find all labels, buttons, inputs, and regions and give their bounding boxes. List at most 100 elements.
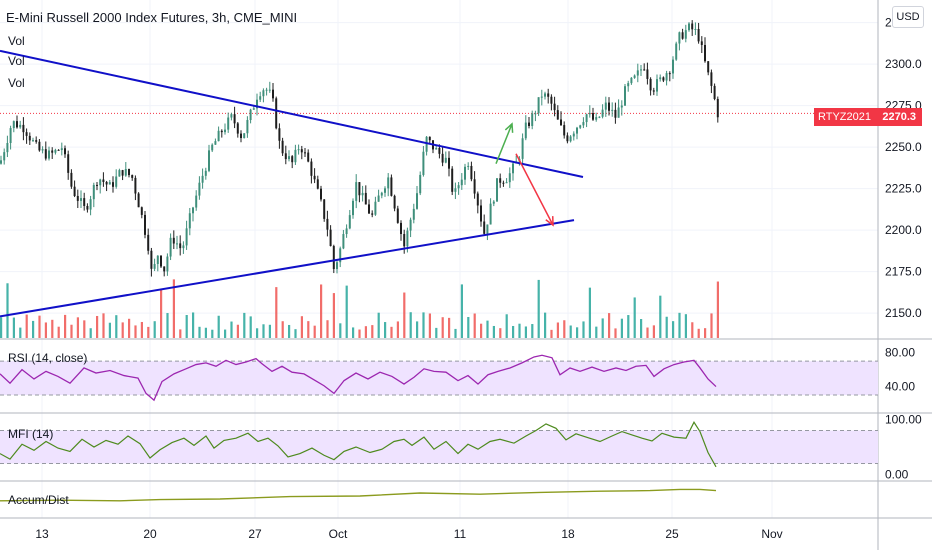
candle-body <box>144 214 146 235</box>
volume-bar <box>25 314 28 338</box>
volume-bar <box>697 328 700 338</box>
candle-body <box>416 193 418 209</box>
volume-bar <box>505 314 508 338</box>
candle-body <box>256 99 258 109</box>
volume-bar <box>179 329 182 338</box>
volume-bar <box>454 328 457 338</box>
candle-body <box>92 184 95 200</box>
candle-body <box>604 102 607 110</box>
volume-bar <box>0 317 3 338</box>
volume-bar <box>704 328 707 338</box>
mfi-pane-label[interactable]: MFI (14) <box>8 427 54 441</box>
candle-body <box>457 185 460 189</box>
candle-body <box>214 141 217 145</box>
candle-body <box>496 178 498 202</box>
time-tick-label: 25 <box>665 527 679 541</box>
volume-bar <box>19 327 22 338</box>
currency-button[interactable]: USD <box>892 6 924 28</box>
candle-body <box>640 69 642 71</box>
candle-body <box>76 195 79 201</box>
candle-body <box>246 119 249 134</box>
rsi-pane-label[interactable]: RSI (14, close) <box>8 351 88 365</box>
candle-body <box>537 97 540 114</box>
price-candles <box>0 20 719 277</box>
volume-bar <box>377 312 380 338</box>
accum-dist-pane-label[interactable]: Accum/Dist <box>8 493 69 507</box>
candle-body <box>275 98 278 129</box>
volume-bar <box>371 325 374 338</box>
volume-bar <box>89 328 92 338</box>
candle-body <box>582 122 585 126</box>
volume-bar <box>544 312 547 338</box>
down-arrow <box>515 153 554 226</box>
volume-bar <box>57 326 60 338</box>
volume-bar <box>166 313 169 338</box>
candle-body <box>668 73 671 75</box>
candle-body <box>28 135 31 141</box>
volume-bar <box>320 284 323 338</box>
volume-bar <box>460 284 463 338</box>
candle-body <box>521 138 524 159</box>
candle-body <box>617 107 620 118</box>
candle-body <box>652 90 655 92</box>
volume-legend-label[interactable]: Vol <box>8 76 25 90</box>
volume-bar <box>403 292 406 338</box>
volume-bar <box>108 322 111 338</box>
candle-body <box>150 250 153 269</box>
mfi-band <box>0 430 878 464</box>
candle-body <box>22 124 25 133</box>
volume-bar <box>70 324 73 338</box>
candle-body <box>326 218 329 230</box>
candle-body <box>41 149 44 151</box>
volume-bar <box>345 285 348 338</box>
volume-bar <box>217 315 220 338</box>
candle-body <box>572 133 575 137</box>
candle-body <box>544 93 546 97</box>
candle-body <box>124 169 127 176</box>
volume-bar <box>486 320 489 338</box>
time-tick-label: 20 <box>143 527 157 541</box>
candle-body <box>9 128 12 144</box>
candle-body <box>540 96 543 98</box>
candle-body <box>697 29 700 42</box>
volume-bar <box>224 329 227 338</box>
candle-body <box>134 177 137 194</box>
candle-body <box>284 153 287 160</box>
candle-body <box>182 245 185 249</box>
volume-bar <box>428 313 431 338</box>
candle-body <box>502 182 505 184</box>
candle-body <box>304 152 306 154</box>
candle-body <box>390 177 393 196</box>
candle-body <box>230 114 233 118</box>
volume-bar <box>236 324 239 338</box>
volume-bar <box>659 295 662 338</box>
candle-body <box>345 228 348 235</box>
candle-body <box>252 108 255 110</box>
candle-body <box>489 203 492 225</box>
candle-body <box>364 192 367 205</box>
candle-body <box>393 195 396 209</box>
volume-legend-label[interactable]: Vol <box>8 34 25 48</box>
candle-body <box>307 152 310 162</box>
volume-bar <box>390 326 393 338</box>
volume-legend-label[interactable]: Vol <box>8 54 25 68</box>
candle-body <box>665 73 668 81</box>
volume-bar <box>268 324 271 338</box>
candle-body <box>70 172 73 187</box>
candle-body <box>240 133 242 139</box>
volume-bar <box>211 329 214 338</box>
candle-body <box>278 128 281 141</box>
candle-body <box>412 208 415 220</box>
price-tick-label: 2300.0 <box>885 57 922 71</box>
volume-bar <box>83 320 86 338</box>
volume-bar <box>256 328 259 338</box>
rsi-tick-label: 80.00 <box>885 346 915 360</box>
price-tick-label: 2150.0 <box>885 306 922 320</box>
candle-body <box>531 113 534 126</box>
mfi-tick-label: 0.00 <box>885 468 909 482</box>
volume-bar <box>243 312 246 338</box>
candle-body <box>451 168 454 192</box>
rsi-pane <box>0 354 878 402</box>
